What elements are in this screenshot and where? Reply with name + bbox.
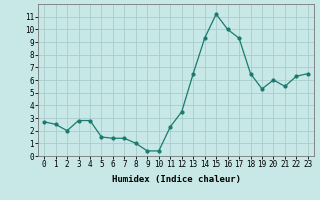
- X-axis label: Humidex (Indice chaleur): Humidex (Indice chaleur): [111, 175, 241, 184]
